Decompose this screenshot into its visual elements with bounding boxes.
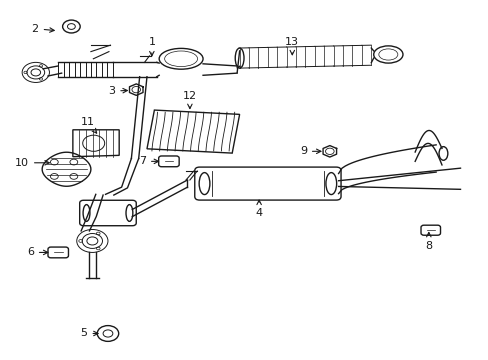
Text: 10: 10: [15, 158, 49, 168]
Text: 12: 12: [183, 91, 197, 109]
Text: 8: 8: [425, 233, 431, 251]
Text: 3: 3: [108, 86, 127, 96]
Text: 7: 7: [139, 156, 158, 166]
Text: 1: 1: [148, 37, 155, 56]
Text: 11: 11: [81, 117, 97, 133]
Text: 4: 4: [255, 200, 262, 218]
Text: 6: 6: [27, 247, 48, 257]
Text: 9: 9: [299, 146, 320, 156]
Text: 5: 5: [81, 328, 98, 338]
Text: 13: 13: [285, 37, 299, 55]
Text: 2: 2: [32, 24, 54, 34]
